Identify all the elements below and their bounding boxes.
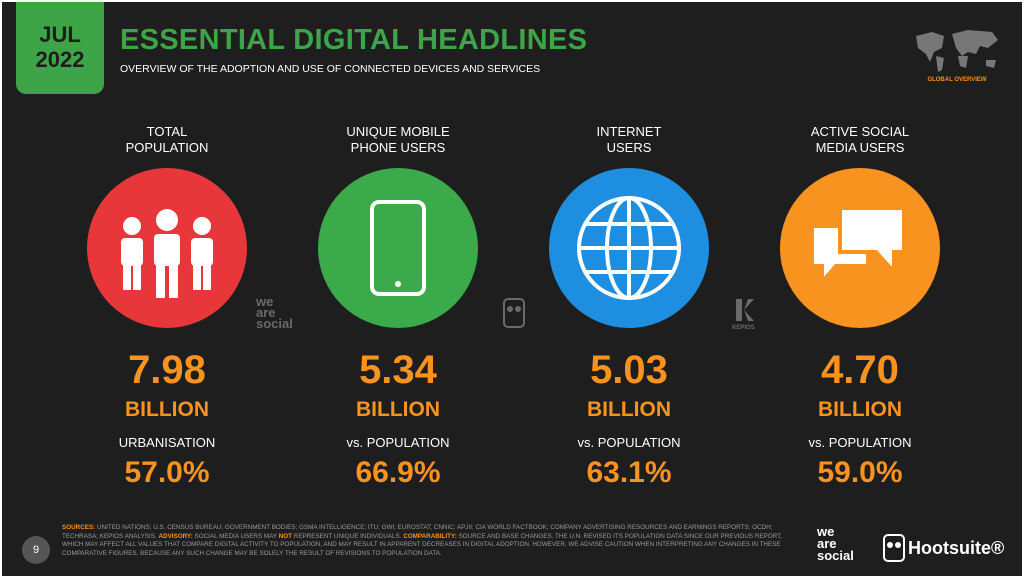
footnote-part: NOT bbox=[278, 532, 293, 540]
kepios-logo bbox=[736, 299, 754, 321]
kepios-text: KEPIOS bbox=[732, 325, 755, 331]
stat-sub-value: 66.9% bbox=[355, 456, 441, 489]
footnote-part: COMPARABILITY: bbox=[403, 532, 457, 540]
label-line: MEDIA USERS bbox=[815, 140, 905, 155]
watermark-we-are-social: we are social bbox=[256, 294, 293, 331]
stat-unit: BILLION bbox=[356, 398, 440, 421]
stat-sub-value: 59.0% bbox=[817, 456, 903, 489]
footnote-part: REPRESENT UNIQUE INDIVIDUALS. bbox=[292, 532, 404, 540]
world-map bbox=[916, 30, 998, 72]
stat-unit: BILLION bbox=[818, 398, 902, 421]
phone-icon bbox=[318, 168, 478, 328]
footnotes: SOURCES: UNITED NATIONS; U.S. CENSUS BUR… bbox=[62, 524, 797, 558]
footnote-part: SOCIAL MEDIA USERS MAY bbox=[192, 532, 279, 540]
icons bbox=[87, 168, 940, 328]
page-number: 9 bbox=[22, 536, 50, 564]
stat-sub-label: vs. POPULATION bbox=[346, 435, 450, 450]
stat-label: TOTAL POPULATION bbox=[52, 124, 282, 156]
logo-line: are bbox=[817, 536, 837, 551]
region-label: GLOBAL OVERVIEW bbox=[927, 77, 987, 83]
stat-unit: BILLION bbox=[587, 398, 671, 421]
footnote-part: UNITED NATIONS; U.S. CENSUS BUREAU; GOVE… bbox=[62, 524, 773, 540]
stat-label: ACTIVE SOCIAL MEDIA USERS bbox=[745, 124, 975, 156]
badge-month: JUL bbox=[39, 22, 81, 47]
stat-sub-label: vs. POPULATION bbox=[577, 435, 681, 450]
chat-icon bbox=[780, 168, 940, 328]
stat-label: INTERNET USERS bbox=[514, 124, 744, 156]
subtitle: OVERVIEW OF THE ADOPTION AND USE OF CONN… bbox=[120, 63, 541, 75]
stat-sub-label: vs. POPULATION bbox=[808, 435, 912, 450]
badge-year: 2022 bbox=[35, 47, 85, 72]
stat-unit: BILLION bbox=[125, 398, 209, 421]
stat-sub-value: 57.0% bbox=[124, 456, 210, 489]
footnote-part: SOURCES: bbox=[62, 524, 96, 531]
date-badge: JUL 2022 bbox=[16, 2, 104, 94]
footnote-part: SOURCE AND BASE CHANGES. THE U.N. REVISE… bbox=[62, 532, 782, 557]
watermark-line: are bbox=[256, 305, 276, 320]
stat-value: 5.03 bbox=[590, 348, 668, 392]
watermark-line: we bbox=[256, 294, 274, 309]
label-line: INTERNET bbox=[596, 124, 662, 139]
label-line: USERS bbox=[606, 140, 652, 155]
label-line: UNIQUE MOBILE bbox=[346, 124, 450, 139]
logo-line: social bbox=[817, 548, 854, 563]
label-line: PHONE USERS bbox=[350, 140, 446, 155]
hootsuite-watermark bbox=[503, 298, 525, 328]
we-are-social-logo: we are social bbox=[817, 524, 854, 563]
hootsuite-owl bbox=[883, 534, 905, 562]
logo-line: we bbox=[817, 524, 835, 539]
watermark-line: social bbox=[256, 316, 293, 331]
stat-value: 4.70 bbox=[821, 348, 899, 392]
footnote-part: ADVISORY: bbox=[158, 532, 193, 540]
label-line: POPULATION bbox=[125, 140, 209, 155]
label-line: TOTAL bbox=[146, 124, 188, 139]
globe-icon bbox=[549, 168, 709, 328]
stat-value: 5.34 bbox=[359, 348, 437, 392]
stat-sub-value: 63.1% bbox=[586, 456, 672, 489]
hootsuite-logo: Hootsuite® bbox=[908, 538, 1005, 558]
stat-sub-label: URBANISATION bbox=[118, 435, 216, 450]
label-line: ACTIVE SOCIAL bbox=[810, 124, 910, 139]
stat-label: UNIQUE MOBILE PHONE USERS bbox=[283, 124, 513, 156]
title: ESSENTIAL DIGITAL HEADLINES bbox=[120, 24, 588, 56]
stat-value: 7.98 bbox=[128, 348, 206, 392]
population-icon bbox=[87, 168, 247, 328]
